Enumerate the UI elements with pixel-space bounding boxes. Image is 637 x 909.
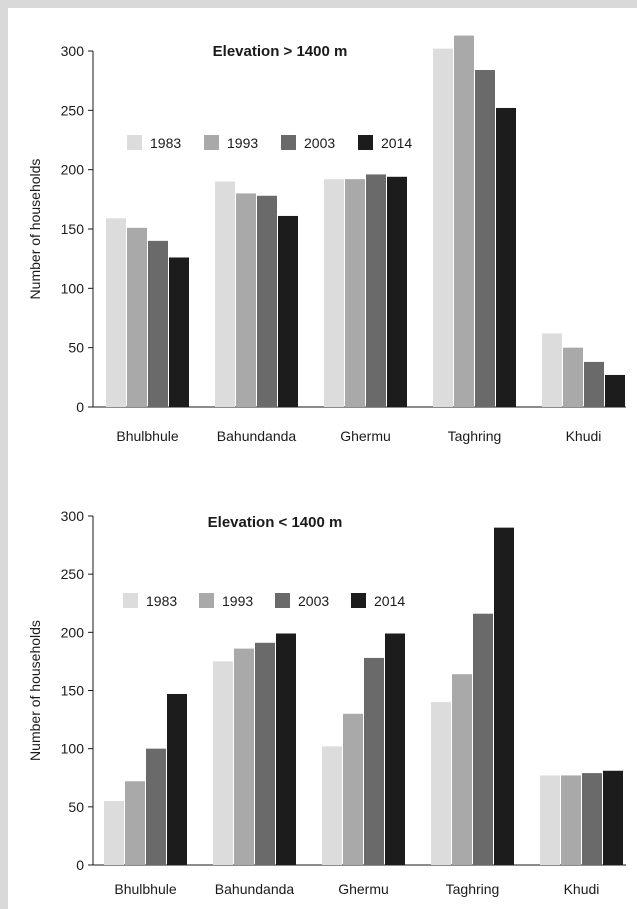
category-label-khudi: Khudi	[564, 881, 600, 897]
bar-bhulbhule-2003	[146, 748, 166, 865]
bar-bahundanda-1993	[236, 193, 256, 407]
y-tick-label: 50	[68, 340, 84, 356]
bar-ghermu-1993	[343, 713, 363, 865]
legend-swatch-2003	[275, 593, 290, 608]
legend-label-2014: 2014	[374, 593, 405, 609]
y-tick-label: 0	[76, 857, 84, 873]
bar-bhulbhule-1983	[104, 801, 124, 865]
bar-bahundanda-1983	[215, 181, 235, 407]
y-tick-label: 200	[61, 162, 85, 178]
category-label-ghermu: Ghermu	[340, 428, 391, 444]
bar-taghring-2014	[496, 107, 516, 408]
bar-khudi-1993	[563, 347, 583, 407]
bar-khudi-1993	[561, 775, 581, 865]
bar-ghermu-2014	[387, 176, 407, 407]
chart-panel-1: 0 50 100 150 200 250 300 Number of households El…	[27, 35, 626, 444]
bar-ghermu-1983	[324, 179, 344, 407]
bar-ghermu-2003	[366, 174, 386, 407]
bar-taghring-2003	[473, 613, 493, 865]
y-tick-label: 250	[61, 102, 85, 118]
chart-title: Elevation > 1400 m	[213, 43, 348, 60]
bar-taghring-2014	[494, 527, 514, 865]
bar-bhulbhule-1983	[106, 218, 126, 407]
category-label-bhulbhule: Bhulbhule	[114, 881, 176, 897]
bar-taghring-2003	[475, 69, 495, 407]
category-label-taghring: Taghring	[448, 428, 502, 444]
bar-bahundanda-2003	[257, 195, 277, 407]
legend-label-1993: 1993	[222, 593, 253, 609]
legend-label-2003: 2003	[298, 593, 329, 609]
bar-bahundanda-2014	[278, 215, 298, 407]
bar-bahundanda-1993	[234, 648, 254, 865]
bar-bahundanda-2003	[255, 642, 275, 865]
bar-ghermu-1983	[322, 746, 342, 865]
bar-bhulbhule-2003	[148, 240, 168, 407]
bar-ghermu-1993	[345, 179, 365, 407]
legend-swatch-2014	[358, 135, 373, 150]
category-label-taghring: Taghring	[446, 881, 500, 897]
bar-bhulbhule-1993	[125, 781, 145, 865]
bar-khudi-1983	[540, 775, 560, 865]
y-axis-label: Number of households	[27, 620, 43, 761]
y-tick-label: 100	[61, 741, 85, 757]
category-label-bahundanda: Bahundanda	[215, 881, 295, 897]
bar-taghring-1993	[452, 674, 472, 865]
legend-label-1983: 1983	[146, 593, 177, 609]
bar-taghring-1983	[431, 702, 451, 865]
bar-bhulbhule-2014	[167, 693, 187, 865]
bar-taghring-1993	[454, 35, 474, 407]
category-label-bhulbhule: Bhulbhule	[116, 428, 178, 444]
y-axis-label: Number of households	[27, 159, 43, 300]
chart-panel-2: 0 50 100 150 200 250 300 Number of households El…	[27, 508, 626, 897]
bar-khudi-2014	[603, 770, 623, 865]
bar-bhulbhule-2014	[169, 257, 189, 407]
bar-khudi-1983	[542, 333, 562, 407]
bar-ghermu-2014	[385, 633, 405, 865]
bar-khudi-2014	[605, 374, 625, 407]
bar-khudi-2003	[582, 773, 602, 865]
legend-swatch-2003	[281, 135, 296, 150]
y-tick-label: 150	[61, 221, 85, 237]
legend-label-1993: 1993	[227, 135, 258, 151]
legend-swatch-1993	[204, 135, 219, 150]
y-tick-label: 300	[61, 508, 85, 524]
legend-swatch-1983	[123, 593, 138, 608]
y-tick-label: 50	[68, 799, 84, 815]
y-tick-label: 150	[61, 683, 85, 699]
bar-bhulbhule-1993	[127, 227, 147, 407]
legend-swatch-1993	[199, 593, 214, 608]
legend-swatch-1983	[127, 135, 142, 150]
y-tick-label: 100	[61, 280, 85, 296]
bar-bahundanda-1983	[213, 661, 233, 865]
legend-label-2014: 2014	[381, 135, 412, 151]
bar-bahundanda-2014	[276, 633, 296, 865]
category-label-bahundanda: Bahundanda	[217, 428, 297, 444]
y-tick-label: 0	[76, 399, 84, 415]
legend-label-1983: 1983	[150, 135, 181, 151]
bar-taghring-1983	[433, 48, 453, 407]
legend-label-2003: 2003	[304, 135, 335, 151]
category-label-khudi: Khudi	[566, 428, 602, 444]
chart-title: Elevation < 1400 m	[208, 514, 343, 531]
category-label-ghermu: Ghermu	[338, 881, 389, 897]
bar-ghermu-2003	[364, 657, 384, 865]
legend-swatch-2014	[351, 593, 366, 608]
y-tick-label: 300	[61, 43, 85, 59]
y-tick-label: 250	[61, 566, 85, 582]
y-tick-label: 200	[61, 624, 85, 640]
bar-khudi-2003	[584, 361, 604, 407]
